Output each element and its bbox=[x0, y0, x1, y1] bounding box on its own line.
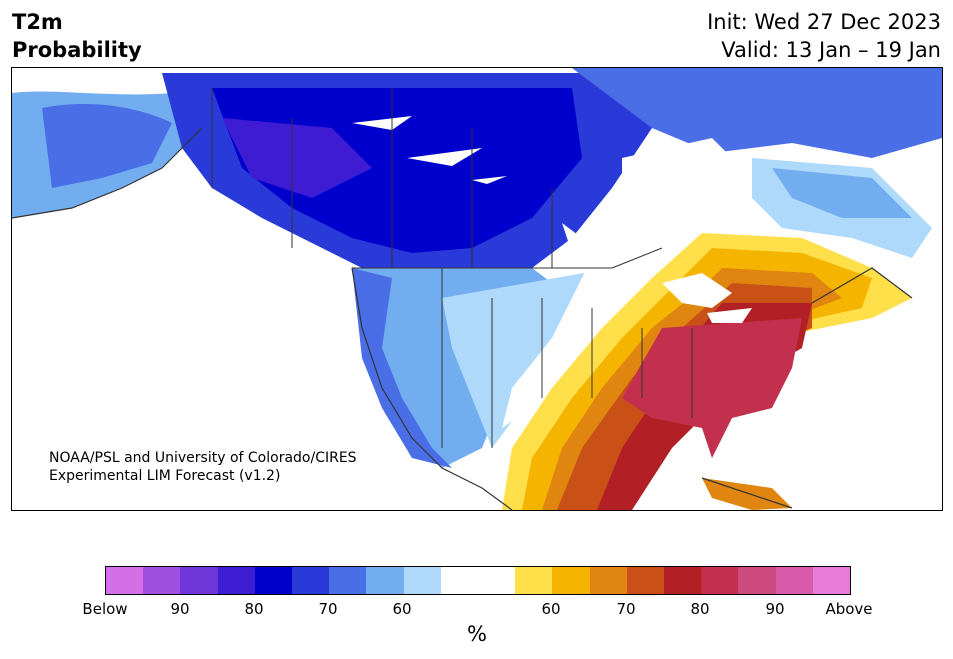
colorbar-swatch bbox=[440, 567, 479, 594]
credit-line-2: Experimental LIM Forecast (v1.2) bbox=[49, 468, 281, 484]
region-neutral-band bbox=[502, 248, 672, 428]
colorbar-swatch bbox=[626, 567, 665, 594]
region-hudson bbox=[622, 138, 752, 238]
coastline bbox=[12, 127, 913, 510]
colorbar-swatch bbox=[775, 567, 813, 594]
title-line-2: Probability bbox=[12, 38, 142, 62]
colorbar-swatch bbox=[106, 567, 144, 594]
colorbar-swatch bbox=[812, 567, 851, 594]
colorbar-swatch bbox=[143, 567, 181, 594]
colorbar-swatch bbox=[478, 567, 516, 594]
colorbar-swatch bbox=[589, 567, 627, 594]
region-arctic bbox=[572, 68, 942, 158]
map-canvas bbox=[12, 68, 942, 510]
country-borders bbox=[211, 88, 693, 448]
region-southeast bbox=[622, 318, 802, 458]
colorbar-swatch bbox=[366, 567, 404, 594]
colorbar-swatch bbox=[292, 567, 330, 594]
region-canada-violet bbox=[222, 118, 372, 198]
colorbar-tick-label: 60 bbox=[541, 600, 561, 618]
title-line-1: T2m bbox=[12, 10, 63, 34]
forecast-map bbox=[11, 67, 943, 511]
colorbar-tick-label: 90 bbox=[170, 600, 190, 618]
colorbar-swatch bbox=[701, 567, 739, 594]
colorbar-tick-label: 80 bbox=[244, 600, 264, 618]
valid-range: Valid: 13 Jan – 19 Jan bbox=[721, 38, 941, 62]
colorbar-swatch bbox=[254, 567, 293, 594]
region-labrador bbox=[772, 168, 912, 218]
colorbar-swatch bbox=[329, 567, 367, 594]
colorbar-tick-label: 70 bbox=[318, 600, 338, 618]
map-title: T2m Probability bbox=[12, 8, 142, 64]
init-date: Init: Wed 27 Dec 2023 bbox=[707, 10, 941, 34]
colorbar-swatch bbox=[180, 567, 218, 594]
colorbar-swatch bbox=[738, 567, 776, 594]
credit-line-1: NOAA/PSL and University of Colorado/CIRE… bbox=[49, 450, 357, 466]
colorbar-tick-label: 90 bbox=[765, 600, 785, 618]
colorbar-swatch bbox=[664, 567, 702, 594]
colorbar-tick-label: Below bbox=[82, 600, 128, 618]
region-west-coast bbox=[352, 268, 452, 468]
colorbar-swatch bbox=[217, 567, 255, 594]
colorbar bbox=[105, 566, 851, 595]
credit-text: NOAA/PSL and University of Colorado/CIRE… bbox=[49, 449, 357, 485]
colorbar-tick-label: 70 bbox=[616, 600, 636, 618]
colorbar-tick-label: 60 bbox=[392, 600, 412, 618]
colorbar-unit-label: % bbox=[467, 622, 487, 646]
colorbar-swatch bbox=[552, 567, 590, 594]
colorbar-tick-label: 80 bbox=[690, 600, 710, 618]
colorbar-swatch bbox=[403, 567, 441, 594]
colorbar-tick-label: Above bbox=[825, 600, 873, 618]
great-lakes bbox=[662, 273, 752, 323]
forecast-info: Init: Wed 27 Dec 2023 Valid: 13 Jan – 19… bbox=[707, 8, 941, 64]
colorbar-swatch bbox=[515, 567, 553, 594]
region-alaska-inner bbox=[42, 103, 172, 188]
